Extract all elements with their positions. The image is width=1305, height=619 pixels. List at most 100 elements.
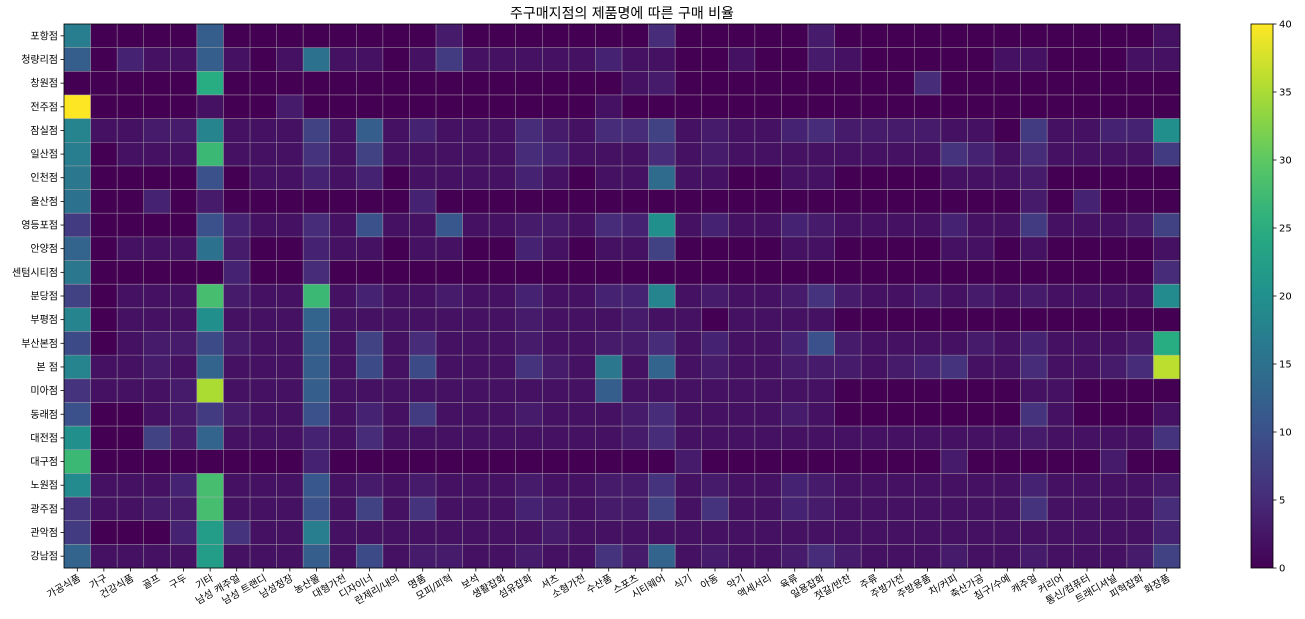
heatmap-cell: [542, 165, 570, 190]
heatmap-cell: [887, 47, 915, 72]
heatmap-cell: [754, 94, 782, 119]
heatmap-cell: [675, 355, 703, 380]
heatmap-cell: [542, 378, 570, 403]
heatmap-cell: [994, 544, 1021, 569]
heatmap-cell: [648, 473, 676, 498]
y-tick-label: 광주점: [30, 503, 58, 515]
y-axis-ticks: 포항점청량리점창원점전주점잠실점일산점인천점울산점영등포점안양점센텀시티점분당점…: [12, 30, 64, 563]
heatmap-cell: [382, 497, 410, 521]
heatmap-cell: [276, 189, 304, 214]
heatmap-cell: [648, 47, 676, 72]
y-tick-label: 대구점: [30, 456, 58, 468]
heatmap-cell: [622, 71, 649, 96]
heatmap-cell: [967, 497, 995, 521]
heatmap-cell: [409, 236, 437, 261]
heatmap-cell: [250, 236, 277, 261]
heatmap-cell: [967, 426, 995, 451]
heatmap-cell: [462, 520, 490, 545]
heatmap-cell: [250, 402, 277, 427]
heatmap-cell: [728, 142, 756, 167]
x-tick-label: 식기: [672, 572, 694, 592]
heatmap-cell: [462, 260, 490, 285]
heatmap-cell: [515, 426, 543, 451]
heatmap-cell: [1047, 331, 1075, 356]
heatmap-cell: [356, 24, 384, 48]
heatmap-cell: [356, 473, 384, 498]
heatmap-cell: [994, 378, 1021, 403]
heatmap-cell: [117, 236, 145, 261]
heatmap-cell: [170, 331, 198, 356]
heatmap-cell: [356, 402, 384, 427]
heatmap-cell: [914, 24, 942, 48]
heatmap-cell: [781, 47, 809, 72]
heatmap-cell: [781, 402, 809, 427]
heatmap-cell: [1100, 189, 1128, 214]
heatmap-cell: [436, 165, 463, 190]
heatmap-cell: [754, 378, 782, 403]
heatmap-cell: [1073, 24, 1101, 48]
heatmap-cell: [1047, 544, 1075, 569]
heatmap-cell: [250, 165, 277, 190]
heatmap-cell: [754, 118, 782, 143]
heatmap-cell: [64, 331, 91, 356]
heatmap-cell: [170, 307, 198, 332]
heatmap-cell: [994, 118, 1021, 143]
heatmap-cell: [409, 378, 437, 403]
y-tick-label: 부평점: [30, 314, 58, 326]
heatmap-cell: [196, 284, 224, 309]
heatmap-cell: [754, 520, 782, 545]
heatmap-cell: [436, 142, 463, 167]
heatmap-cell: [967, 355, 995, 380]
heatmap-cell: [994, 331, 1021, 356]
heatmap-cell: [940, 284, 968, 309]
heatmap-cell: [568, 520, 596, 545]
heatmap-cell: [834, 284, 862, 309]
heatmap-cell: [622, 378, 649, 403]
heatmap-cell: [940, 307, 968, 332]
heatmap-cell: [329, 236, 357, 261]
heatmap-cell: [1100, 165, 1128, 190]
heatmap-cell: [409, 213, 437, 238]
heatmap-cell: [914, 497, 942, 521]
heatmap-cell: [356, 118, 384, 143]
heatmap-cell: [196, 47, 224, 72]
heatmap-cell: [276, 236, 304, 261]
heatmap-cell: [196, 497, 224, 521]
heatmap-cell: [329, 165, 357, 190]
heatmap-cell: [196, 165, 224, 190]
heatmap-cell: [276, 307, 304, 332]
heatmap-cell: [728, 378, 756, 403]
heatmap-cell: [1100, 355, 1128, 380]
heatmap-cell: [675, 284, 703, 309]
heatmap-cell: [170, 189, 198, 214]
heatmap-cell: [250, 94, 277, 119]
heatmap-cell: [754, 284, 782, 309]
heatmap-cell: [701, 165, 729, 190]
heatmap-cell: [143, 118, 171, 143]
heatmap-cell: [117, 331, 145, 356]
heatmap-cell: [1153, 189, 1181, 214]
heatmap-cell: [489, 497, 517, 521]
heatmap-cell: [223, 284, 251, 309]
heatmap-cell: [117, 402, 145, 427]
heatmap-cell: [1126, 142, 1154, 167]
heatmap-cell: [1047, 284, 1075, 309]
heatmap-cell: [1126, 402, 1154, 427]
y-tick-label: 청량리점: [21, 54, 58, 66]
heatmap-cell: [675, 165, 703, 190]
heatmap-cell: [303, 426, 331, 451]
heatmap-cell: [754, 189, 782, 214]
chart-title: 주구매지점의 제품명에 따른 구매 비율: [510, 6, 734, 22]
heatmap-cell: [196, 402, 224, 427]
y-tick-label: 분당점: [30, 291, 58, 303]
heatmap-cell: [143, 284, 171, 309]
heatmap-cell: [595, 355, 623, 380]
heatmap-cell: [808, 189, 835, 214]
heatmap-cell: [887, 260, 915, 285]
heatmap-cell: [701, 378, 729, 403]
heatmap-cell: [515, 284, 543, 309]
heatmap-cell: [834, 47, 862, 72]
heatmap-cell: [1100, 94, 1128, 119]
heatmap-cell: [834, 378, 862, 403]
heatmap-cell: [542, 94, 570, 119]
